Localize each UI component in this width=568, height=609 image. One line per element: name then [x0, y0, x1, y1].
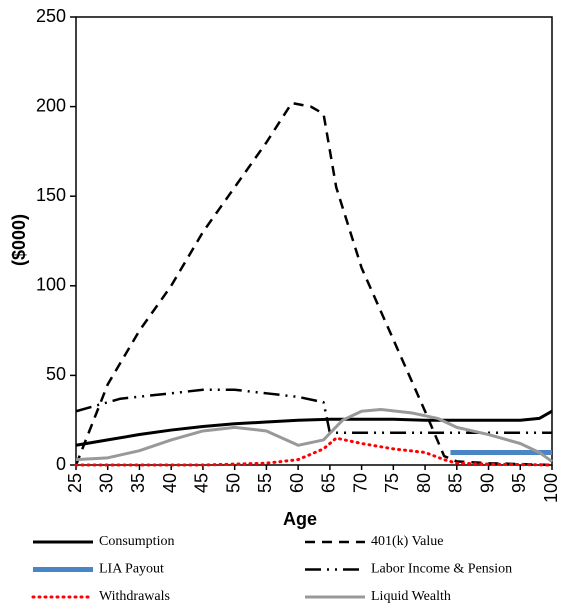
legend-label: LIA Payout [99, 562, 164, 577]
legend-label: Consumption [99, 534, 174, 549]
legend-label: Withdrawals [99, 589, 170, 604]
y-tick-label: 150 [36, 185, 66, 205]
series-line [75, 407, 553, 463]
x-tick-label: 85 [446, 473, 466, 493]
x-tick-label: 90 [477, 473, 497, 493]
series-line [74, 436, 554, 467]
x-tick-label: 65 [319, 473, 339, 493]
legend-label: Liquid Wealth [371, 589, 451, 604]
series-line [75, 388, 552, 434]
x-tick-label: 95 [509, 473, 529, 493]
x-tick-label: 60 [287, 473, 307, 493]
x-axis-label: Age [283, 509, 317, 529]
series-line [74, 101, 553, 467]
x-tick-label: 30 [96, 473, 116, 493]
y-tick-label: 250 [36, 6, 66, 26]
x-tick-label: 100 [541, 473, 561, 503]
y-tick-label: 200 [36, 95, 66, 115]
x-tick-label: 35 [128, 473, 148, 493]
y-axis-label: ($000) [9, 214, 29, 266]
x-tick-label: 50 [223, 473, 243, 493]
y-tick-label: 0 [56, 454, 66, 474]
x-tick-label: 75 [382, 473, 402, 493]
x-tick-label: 80 [414, 473, 434, 493]
x-tick-label: 45 [192, 473, 212, 493]
x-tick-label: 25 [65, 473, 85, 493]
y-tick-label: 50 [46, 364, 66, 384]
x-tick-label: 40 [160, 473, 180, 493]
series-line [75, 409, 553, 447]
legend-label: Labor Income & Pension [371, 562, 512, 577]
plot-frame [75, 16, 553, 466]
x-tick-label: 70 [350, 473, 370, 493]
legend-label: 401(k) Value [371, 534, 443, 549]
y-tick-label: 100 [36, 275, 66, 295]
x-tick-label: 55 [255, 473, 275, 493]
